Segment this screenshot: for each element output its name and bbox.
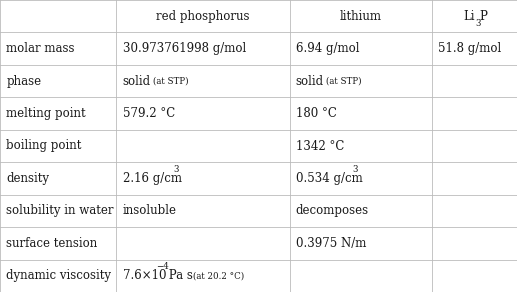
Text: −4: −4 bbox=[157, 262, 169, 271]
Text: (at STP): (at STP) bbox=[326, 77, 362, 86]
Text: solid: solid bbox=[296, 75, 324, 88]
Text: 579.2 °C: 579.2 °C bbox=[123, 107, 175, 120]
Text: P: P bbox=[479, 10, 488, 23]
Text: 3: 3 bbox=[353, 165, 358, 174]
Text: 0.534 g/cm: 0.534 g/cm bbox=[296, 172, 362, 185]
Text: red phosphorus: red phosphorus bbox=[156, 10, 250, 23]
Text: 51.8 g/mol: 51.8 g/mol bbox=[438, 42, 501, 55]
Text: surface tension: surface tension bbox=[6, 237, 97, 250]
Text: 3: 3 bbox=[174, 165, 179, 174]
Text: molar mass: molar mass bbox=[6, 42, 74, 55]
Text: decomposes: decomposes bbox=[296, 204, 369, 217]
Text: 2.16 g/cm: 2.16 g/cm bbox=[123, 172, 181, 185]
Text: insoluble: insoluble bbox=[123, 204, 176, 217]
Text: lithium: lithium bbox=[340, 10, 382, 23]
Text: Pa s: Pa s bbox=[165, 269, 193, 282]
Text: 6.94 g/mol: 6.94 g/mol bbox=[296, 42, 359, 55]
Text: density: density bbox=[6, 172, 49, 185]
Text: 3: 3 bbox=[475, 19, 480, 28]
Text: phase: phase bbox=[6, 75, 41, 88]
Text: solubility in water: solubility in water bbox=[6, 204, 114, 217]
Text: (at STP): (at STP) bbox=[153, 77, 189, 86]
Text: dynamic viscosity: dynamic viscosity bbox=[6, 269, 111, 282]
Text: 1342 °C: 1342 °C bbox=[296, 140, 344, 152]
Text: melting point: melting point bbox=[6, 107, 86, 120]
Text: 30.973761998 g/mol: 30.973761998 g/mol bbox=[123, 42, 246, 55]
Text: Li: Li bbox=[463, 10, 475, 23]
Text: 0.3975 N/m: 0.3975 N/m bbox=[296, 237, 366, 250]
Text: (at 20.2 °C): (at 20.2 °C) bbox=[193, 271, 245, 280]
Text: 180 °C: 180 °C bbox=[296, 107, 337, 120]
Text: 7.6×10: 7.6×10 bbox=[123, 269, 166, 282]
Text: boiling point: boiling point bbox=[6, 140, 82, 152]
Text: solid: solid bbox=[123, 75, 150, 88]
